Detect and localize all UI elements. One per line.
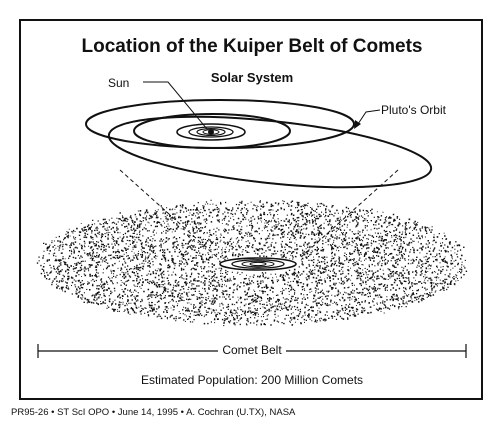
projection-line-left xyxy=(119,169,219,259)
sun-label: Sun xyxy=(108,76,130,90)
comet-scatter-field xyxy=(36,199,468,327)
orbit-ellipse-5 xyxy=(188,126,234,138)
pluto-leader-line xyxy=(357,109,381,125)
population-estimate: Estimated Population: 200 Million Comets xyxy=(140,373,364,387)
comet-dots xyxy=(36,199,468,327)
orbit-ellipse-4 xyxy=(176,123,246,141)
sun-icon xyxy=(208,129,214,135)
projection-line-right xyxy=(299,169,399,259)
credit-line: PR95-26 • ST ScI OPO • June 14, 1995 • A… xyxy=(11,407,296,418)
comet-belt-label: Comet Belt xyxy=(218,343,286,357)
figure-frame xyxy=(19,19,483,400)
orbit-ellipse-3 xyxy=(133,113,291,149)
sun-leader-line xyxy=(143,81,208,130)
comet-belt-label-wrap: Comet Belt xyxy=(0,343,504,357)
page-title: Location of the Kuiper Belt of Comets xyxy=(81,36,423,57)
solar-system-orbits xyxy=(85,99,433,189)
pluto-orbit-label: Pluto's Orbit xyxy=(381,103,446,117)
orbit-ellipse-6 xyxy=(196,128,226,137)
central-solar-system xyxy=(219,257,297,271)
pluto-leader-arrowhead xyxy=(354,120,361,129)
solar-system-heading: Solar System xyxy=(210,70,294,85)
